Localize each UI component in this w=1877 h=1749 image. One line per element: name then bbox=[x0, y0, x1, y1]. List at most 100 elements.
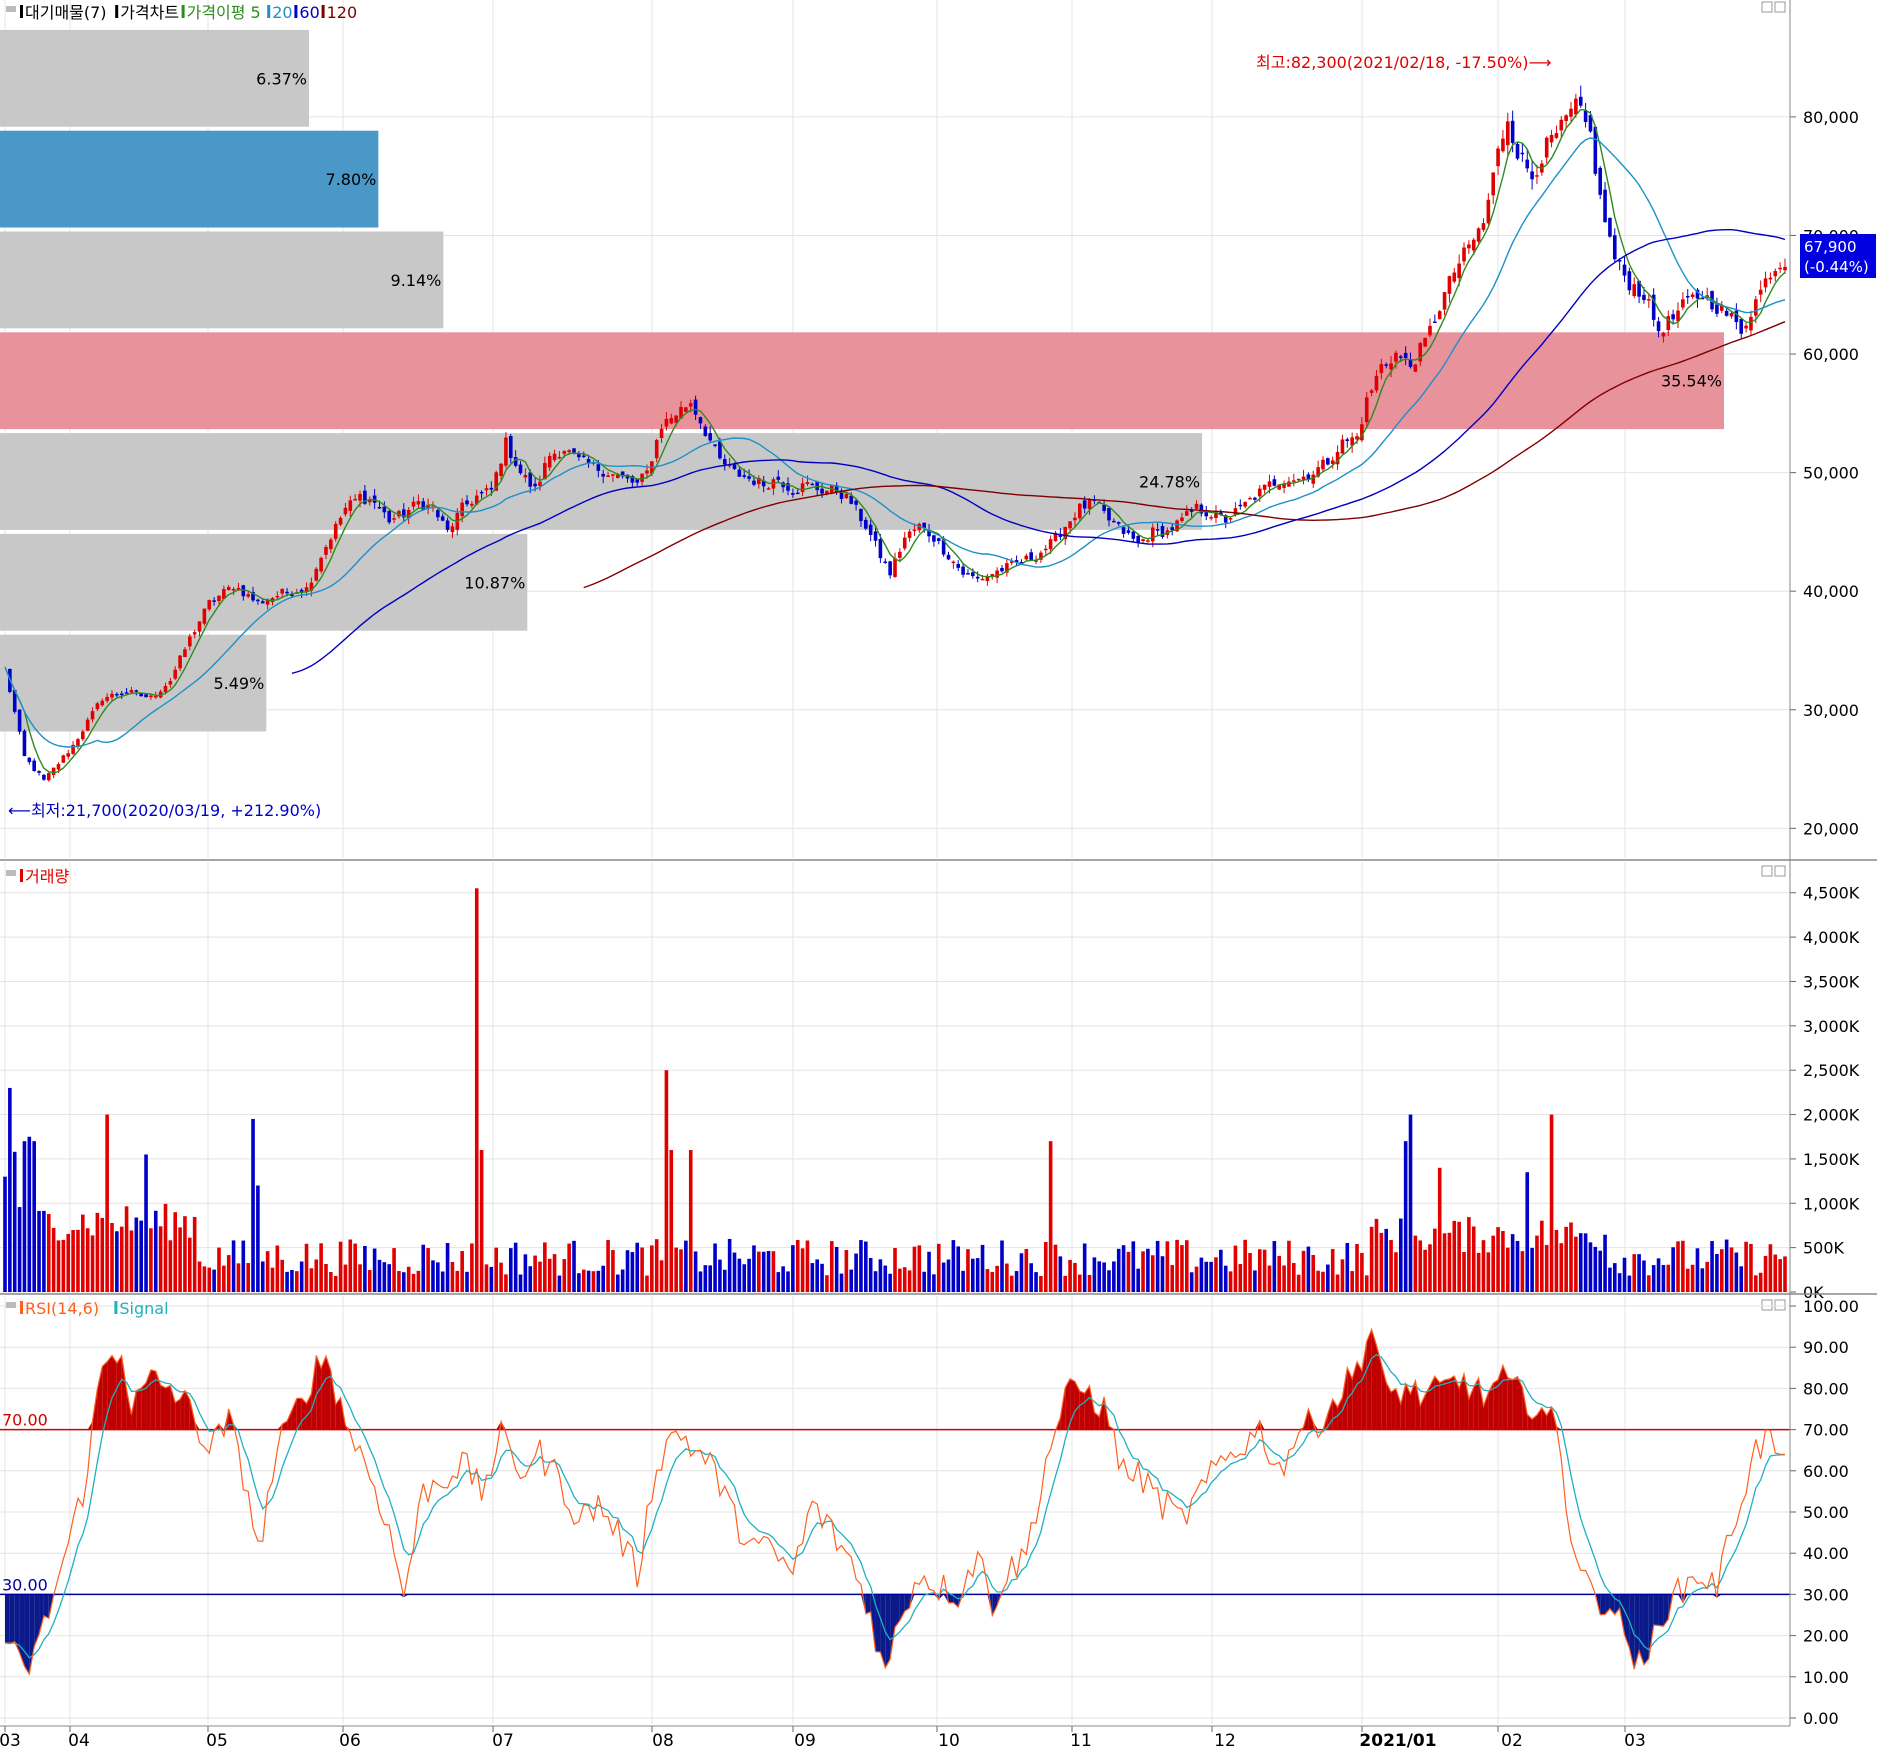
candle-body bbox=[426, 504, 430, 509]
rsi-overbought-fill bbox=[1391, 1388, 1396, 1430]
candle-body bbox=[416, 501, 421, 505]
volume-bar bbox=[1715, 1254, 1719, 1292]
candle-body bbox=[620, 471, 625, 477]
legend-label: 거래량 bbox=[25, 867, 69, 886]
volume-bar bbox=[917, 1245, 922, 1292]
volume-bar bbox=[898, 1268, 902, 1292]
candle-body bbox=[523, 474, 528, 478]
volume-bar bbox=[1540, 1220, 1544, 1292]
rsi-oversold-fill bbox=[24, 1594, 30, 1675]
rsi-overbought-fill bbox=[1478, 1377, 1484, 1430]
candle-body bbox=[912, 529, 917, 532]
volume-bar bbox=[134, 1217, 139, 1292]
rsi-oversold-fill bbox=[1658, 1594, 1664, 1627]
candle-body bbox=[173, 669, 178, 679]
candle-body bbox=[1398, 356, 1403, 358]
candle-body bbox=[1214, 511, 1218, 518]
candle-body bbox=[873, 531, 878, 541]
minimize-icon[interactable] bbox=[1761, 1, 1773, 13]
volume-bar bbox=[1559, 1243, 1564, 1292]
candle-body bbox=[197, 621, 202, 632]
candle-body bbox=[888, 561, 892, 576]
rsi-overbought-fill bbox=[155, 1371, 161, 1430]
rsi-oversold-fill bbox=[34, 1594, 40, 1647]
volume-bar bbox=[1219, 1249, 1223, 1292]
candle-body bbox=[1700, 297, 1705, 300]
candle-body bbox=[202, 608, 207, 624]
minimize-icon[interactable] bbox=[1761, 1299, 1773, 1311]
candle-body bbox=[1637, 280, 1641, 297]
close-icon[interactable] bbox=[1774, 1299, 1786, 1311]
candle-body bbox=[1014, 560, 1019, 563]
candle-body bbox=[168, 681, 173, 685]
volume-bar bbox=[1671, 1247, 1675, 1292]
rsi-overbought-fill bbox=[1439, 1380, 1445, 1430]
candle-body bbox=[105, 696, 109, 701]
minimize-icon[interactable] bbox=[1761, 865, 1773, 877]
volume-bar bbox=[932, 1274, 936, 1292]
candle-body bbox=[470, 503, 474, 506]
candle-body bbox=[1155, 529, 1160, 531]
candle-body bbox=[1019, 561, 1024, 564]
rsi-overbought-fill bbox=[291, 1398, 297, 1430]
candle-body bbox=[1739, 319, 1744, 334]
volume-bar bbox=[1165, 1241, 1170, 1292]
volume-bar bbox=[1204, 1261, 1209, 1292]
volume-bar bbox=[1437, 1167, 1442, 1292]
candle-body bbox=[761, 480, 766, 487]
candle-body bbox=[1009, 561, 1014, 563]
candle-body bbox=[42, 774, 46, 780]
candle-body bbox=[572, 448, 576, 453]
candle-body bbox=[713, 444, 717, 446]
close-icon[interactable] bbox=[1774, 1, 1786, 13]
candle-body bbox=[163, 685, 168, 693]
volume-profile-label: 6.37% bbox=[256, 69, 307, 88]
candle-body bbox=[1141, 539, 1145, 542]
candle-body bbox=[839, 490, 844, 499]
volume-bar bbox=[1335, 1274, 1340, 1292]
candle-body bbox=[246, 594, 250, 597]
volume-bar bbox=[742, 1264, 747, 1292]
rsi-oversold-fill bbox=[890, 1594, 895, 1660]
volume-bar bbox=[129, 1230, 134, 1292]
volume-bar bbox=[1452, 1220, 1457, 1292]
price-tick-label: 60,000 bbox=[1803, 345, 1859, 364]
candle-body bbox=[927, 530, 931, 537]
volume-bar bbox=[1535, 1235, 1539, 1292]
candle-body bbox=[445, 520, 450, 530]
volume-bar bbox=[1612, 1263, 1617, 1292]
volume-bar bbox=[1005, 1263, 1009, 1292]
close-icon[interactable] bbox=[1774, 865, 1786, 877]
volume-bar bbox=[971, 1258, 975, 1292]
candle-body bbox=[1248, 497, 1252, 500]
volume-bar bbox=[270, 1267, 275, 1292]
candle-body bbox=[1661, 332, 1666, 337]
rsi-overbought-fill bbox=[321, 1356, 326, 1430]
legend-swatch bbox=[20, 869, 23, 882]
x-tick-label: 06 bbox=[339, 1731, 361, 1749]
volume-bar bbox=[1194, 1266, 1199, 1292]
volume-bar bbox=[1029, 1263, 1033, 1292]
rsi-overbought-fill bbox=[1371, 1329, 1377, 1430]
volume-bar bbox=[795, 1240, 800, 1292]
candle-body bbox=[1598, 167, 1602, 195]
volume-bar bbox=[27, 1136, 32, 1292]
candle-body bbox=[1160, 526, 1165, 537]
candle-body bbox=[1773, 271, 1778, 277]
rsi-tick-label: 50.00 bbox=[1803, 1503, 1849, 1522]
volume-bar bbox=[951, 1240, 956, 1292]
rsi-overbought-fill bbox=[1376, 1345, 1382, 1430]
volume-bar bbox=[1505, 1247, 1510, 1292]
volume-bar bbox=[1544, 1244, 1549, 1292]
candle-body bbox=[153, 695, 158, 698]
candle-body bbox=[1330, 460, 1335, 464]
volume-bar bbox=[1734, 1252, 1739, 1292]
candle-body bbox=[907, 531, 912, 538]
candle-body bbox=[1039, 552, 1043, 560]
volume-bar bbox=[752, 1245, 756, 1292]
candle-body bbox=[1612, 235, 1617, 260]
candle-body bbox=[864, 519, 868, 529]
legend-label: 가격이평 5 bbox=[187, 3, 261, 22]
volume-bar bbox=[1690, 1264, 1695, 1292]
candle-body bbox=[776, 476, 781, 480]
